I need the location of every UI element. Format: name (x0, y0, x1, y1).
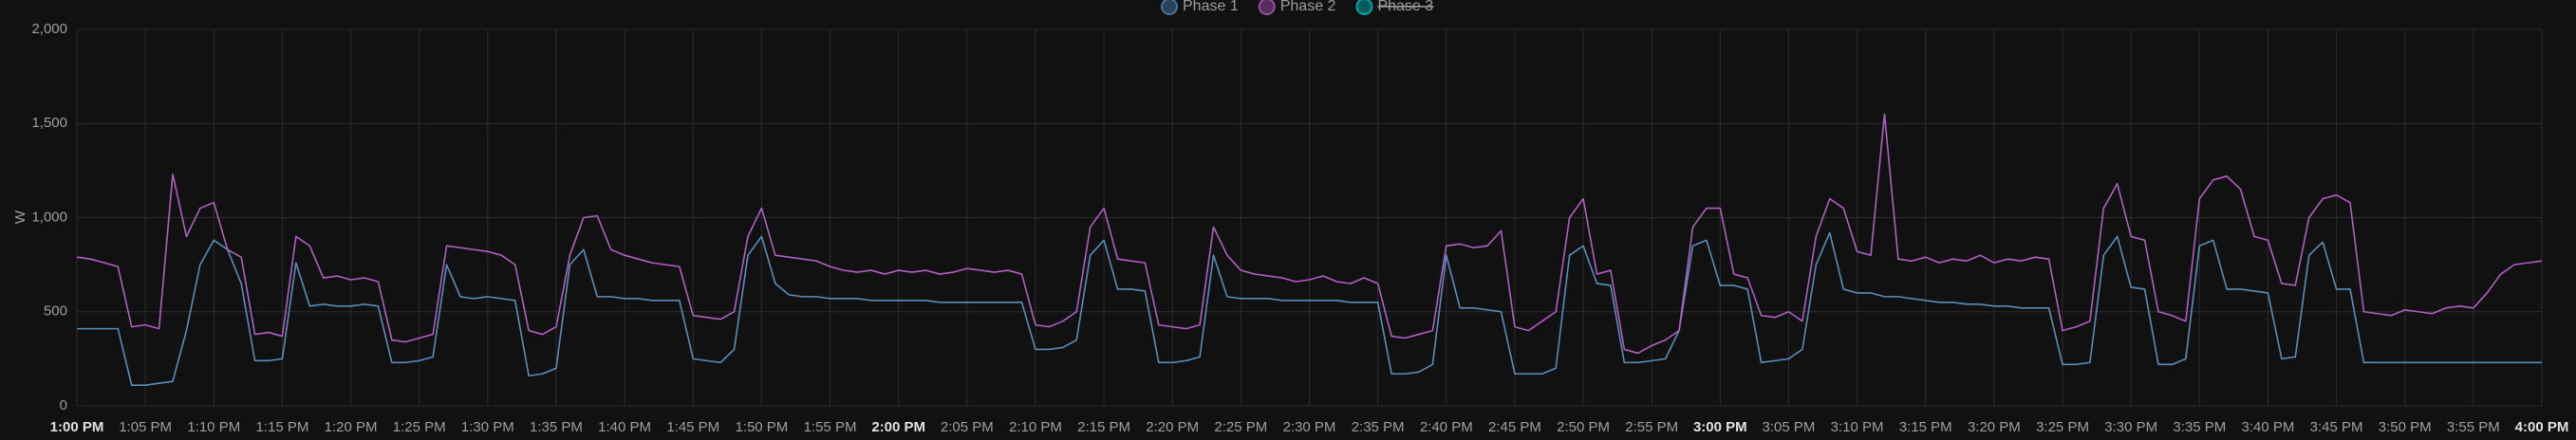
legend-label[interactable]: Phase 3 (1377, 0, 1433, 14)
x-tick-label: 1:25 PM (393, 419, 446, 435)
series-line (77, 231, 2542, 386)
grid (76, 28, 2543, 407)
y-axis-title: W (12, 210, 28, 224)
y-tick-label: 1,500 (31, 115, 67, 131)
x-tick-label: 2:00 PM (871, 419, 925, 435)
x-tick-label: 3:55 PM (2447, 419, 2500, 435)
y-tick-label: 0 (60, 397, 67, 413)
legend: Phase 1 Phase 2 Phase 3 (1161, 0, 1433, 15)
x-tick-label: 1:45 PM (666, 419, 719, 435)
x-tick-label: 2:40 PM (1420, 419, 1473, 435)
y-tick-label: 1,000 (31, 209, 67, 225)
x-tick-label: 1:55 PM (804, 419, 857, 435)
x-tick-label: 3:00 PM (1693, 419, 1747, 435)
x-tick-label: 3:25 PM (2036, 419, 2089, 435)
x-tick-label: 3:30 PM (2104, 419, 2157, 435)
x-tick-label: 2:25 PM (1214, 419, 1267, 435)
x-tick-label: 1:35 PM (530, 419, 583, 435)
x-tick-label: 3:40 PM (2242, 419, 2295, 435)
x-tick-label: 3:10 PM (1831, 419, 1884, 435)
x-tick-label: 2:45 PM (1488, 419, 1541, 435)
x-tick-label: 1:50 PM (735, 419, 788, 435)
x-tick-label: 3:35 PM (2173, 419, 2226, 435)
legend-swatch[interactable] (1161, 0, 1178, 15)
x-tick-label: 2:20 PM (1146, 419, 1199, 435)
axis-labels: 0 500 1,000 1,500 2,000 1:00 PM 1:05 PM 1:10 PM… (31, 21, 2568, 435)
legend-item[interactable]: Phase 2 (1258, 0, 1336, 15)
x-tick-label: 2:10 PM (1009, 419, 1062, 435)
x-tick-label: 4:00 PM (2515, 419, 2569, 435)
x-tick-label: 3:20 PM (1968, 419, 2021, 435)
x-tick-label: 1:20 PM (325, 419, 378, 435)
y-tick-label: 2,000 (31, 21, 67, 37)
x-tick-label: 2:35 PM (1352, 419, 1405, 435)
x-tick-label: 1:30 PM (461, 419, 514, 435)
x-tick-label: 3:45 PM (2310, 419, 2363, 435)
x-tick-label: 3:05 PM (1763, 419, 1816, 435)
x-tick-label: 1:05 PM (119, 419, 172, 435)
x-tick-label: 3:15 PM (1899, 419, 1952, 435)
x-tick-label: 3:50 PM (2379, 419, 2432, 435)
x-tick-label: 1:00 PM (50, 419, 104, 435)
plot-lines (76, 113, 2543, 386)
x-tick-label: 2:55 PM (1625, 419, 1678, 435)
series-line (76, 113, 2543, 355)
x-tick-label: 2:15 PM (1077, 419, 1130, 435)
x-tick-label: 2:05 PM (941, 419, 994, 435)
x-tick-label: 1:40 PM (598, 419, 651, 435)
legend-swatch[interactable] (1258, 0, 1276, 15)
legend-item[interactable]: Phase 1 (1161, 0, 1239, 15)
y-tick-label: 500 (44, 303, 67, 320)
x-tick-label: 1:10 PM (187, 419, 240, 435)
x-tick-label: 1:15 PM (255, 419, 308, 435)
legend-label[interactable]: Phase 1 (1183, 0, 1239, 14)
x-tick-label: 2:30 PM (1283, 419, 1336, 435)
legend-item[interactable]: Phase 3 (1355, 0, 1433, 15)
x-tick-label: 2:50 PM (1557, 419, 1610, 435)
legend-label[interactable]: Phase 2 (1280, 0, 1336, 14)
legend-swatch[interactable] (1355, 0, 1373, 15)
